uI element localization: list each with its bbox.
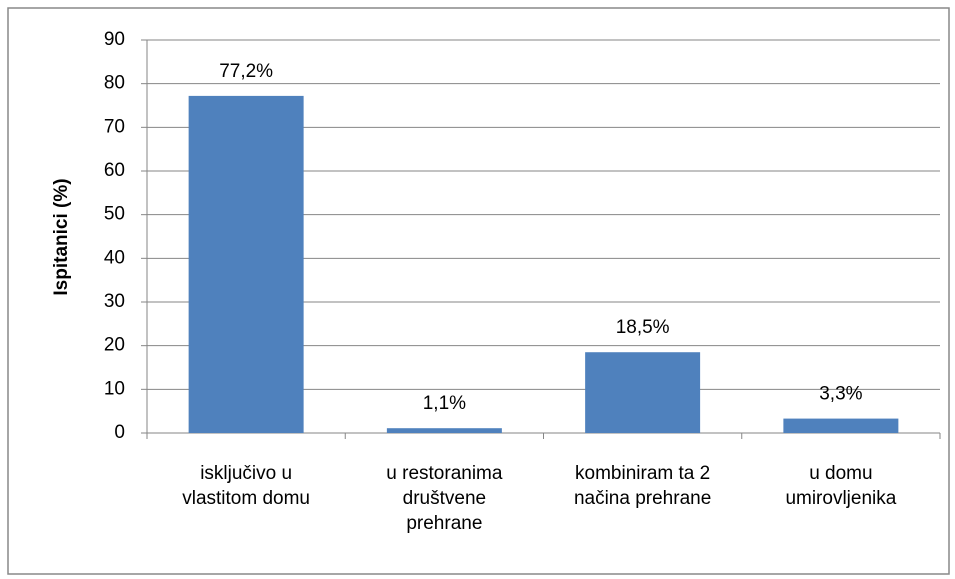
y-tick-label: 60 xyxy=(104,160,125,181)
x-tick-label: kombiniram ta 2 načina prehrane xyxy=(573,463,712,509)
bar xyxy=(386,428,502,433)
chart-border xyxy=(7,7,950,575)
x-tick-label: isključivo u vlastitom domu xyxy=(182,463,311,509)
y-tick-label: 50 xyxy=(104,204,125,225)
y-tick-label: 10 xyxy=(104,378,125,399)
x-tick-label: u domu umirovljenika xyxy=(785,463,897,509)
value-label: 1,1% xyxy=(423,393,466,414)
value-label: 3,3% xyxy=(819,384,862,405)
bar xyxy=(188,95,304,433)
y-tick-label: 0 xyxy=(114,422,125,443)
y-tick-label: 20 xyxy=(104,335,125,356)
bar xyxy=(783,418,899,433)
y-tick-label: 70 xyxy=(104,116,125,137)
value-label: 77,2% xyxy=(219,61,273,82)
x-tick-label: u restoranima društvene prehrane xyxy=(386,463,503,534)
y-tick-label: 40 xyxy=(104,247,125,268)
y-tick-label: 80 xyxy=(104,73,125,94)
bar xyxy=(585,352,701,433)
y-tick-label: 30 xyxy=(104,291,125,312)
value-label: 18,5% xyxy=(616,317,670,338)
y-axis-label: Ispitanici (%) xyxy=(51,178,72,295)
y-tick-label: 90 xyxy=(104,29,125,50)
